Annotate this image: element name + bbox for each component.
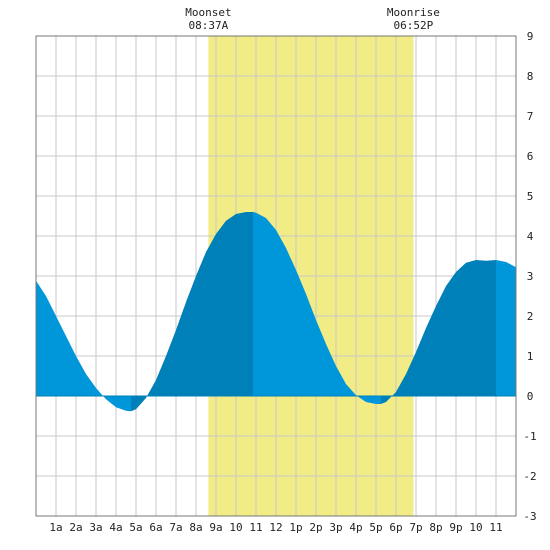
y-tick-label: 6 — [527, 150, 534, 163]
x-tick-label: 10 — [229, 521, 242, 534]
y-tick-label: -1 — [523, 430, 536, 443]
x-tick-label: 9a — [209, 521, 222, 534]
moonset-time: 08:37A — [189, 19, 229, 32]
x-tick-label: 4p — [349, 521, 362, 534]
y-tick-label: 3 — [527, 270, 534, 283]
x-tick-label: 6a — [149, 521, 162, 534]
tide-area-falling — [253, 212, 381, 404]
x-tick-label: 3p — [329, 521, 342, 534]
x-tick-label: 2p — [309, 521, 322, 534]
moonrise-time: 06:52P — [394, 19, 434, 32]
y-tick-label: 2 — [527, 310, 534, 323]
y-tick-label: 4 — [527, 230, 534, 243]
y-tick-label: 8 — [527, 70, 534, 83]
y-tick-label: 9 — [527, 30, 534, 43]
moon-label-layer: Moonset 08:37A Moonrise 06:52P — [185, 6, 440, 32]
x-tick-label: 9p — [449, 521, 462, 534]
x-tick-label: 1p — [289, 521, 302, 534]
tide-area-rising — [381, 260, 496, 404]
x-tick-label: 7a — [169, 521, 182, 534]
moonset-label: Moonset — [185, 6, 231, 19]
y-tick-layer: -3 -2 -1 0 1 2 3 4 5 6 7 8 9 — [523, 30, 536, 523]
y-tick-label: 0 — [527, 390, 534, 403]
moonrise-label: Moonrise — [387, 6, 440, 19]
x-tick-label: 8a — [189, 521, 202, 534]
y-tick-label: -3 — [523, 510, 536, 523]
x-tick-label: 8p — [429, 521, 442, 534]
tide-area-falling — [496, 260, 516, 396]
y-tick-label: 1 — [527, 350, 534, 363]
area-layer — [36, 212, 516, 412]
x-tick-label: 7p — [409, 521, 422, 534]
frame-layer — [35, 35, 517, 517]
x-tick-label: 11 — [489, 521, 502, 534]
x-tick-layer: 1a 2a 3a 4a 5a 6a 7a 8a 9a 10 11 12 1p 2p 3p 4p 5p 6p 7p 8p… — [49, 521, 502, 534]
y-tick-label: 7 — [527, 110, 534, 123]
y-tick-label: 5 — [527, 190, 534, 203]
x-tick-label: 1a — [49, 521, 62, 534]
x-tick-label: 3a — [89, 521, 102, 534]
x-tick-label: 4a — [109, 521, 122, 534]
x-tick-label: 5a — [129, 521, 142, 534]
tide-area-falling — [36, 280, 131, 412]
x-tick-label: 12 — [269, 521, 282, 534]
tide-area-rising — [131, 212, 253, 412]
x-tick-label: 11 — [249, 521, 262, 534]
y-tick-label: -2 — [523, 470, 536, 483]
x-tick-label: 10 — [469, 521, 482, 534]
x-tick-label: 6p — [389, 521, 402, 534]
plot-frame — [35, 35, 517, 517]
x-tick-label: 5p — [369, 521, 382, 534]
x-tick-label: 2a — [69, 521, 82, 534]
